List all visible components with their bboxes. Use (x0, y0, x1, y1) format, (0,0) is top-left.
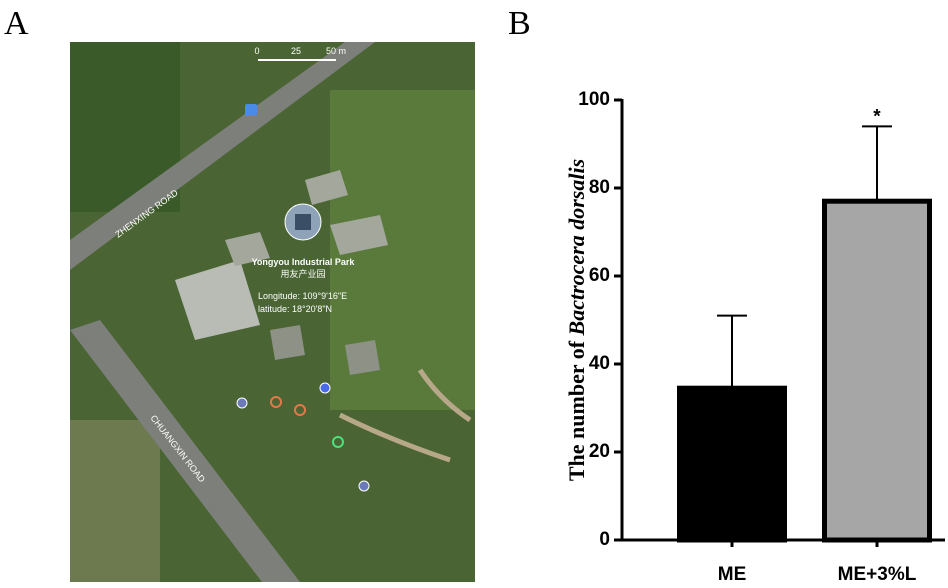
y-tick-label: 20 (589, 441, 610, 462)
icon (245, 104, 257, 116)
y-tick-label: 100 (578, 89, 610, 110)
panel-label: A (4, 5, 29, 42)
place-local-name: 用友产业园 (280, 268, 325, 279)
road (70, 42, 375, 270)
longitude: Longitude: 109°9'16"E (258, 291, 347, 301)
scale-label: 50 m (326, 46, 346, 56)
y-tick-label: 60 (589, 265, 610, 286)
building (225, 232, 270, 266)
building (175, 260, 260, 340)
y-axis-label-text: The number of (564, 340, 589, 481)
place-name: Yongyou Industrial Park (252, 257, 356, 267)
y-tick-label: 80 (589, 177, 610, 198)
pin-icon (295, 214, 311, 230)
building (305, 170, 348, 205)
y-axis-label-species: Bactrocera dorsalis (564, 159, 589, 337)
poi (236, 397, 248, 409)
field (70, 420, 160, 582)
y-tick-label: 40 (589, 353, 610, 374)
poi (294, 404, 306, 416)
bar (677, 385, 787, 543)
poi (332, 436, 344, 448)
building (345, 340, 380, 375)
poi (270, 396, 282, 408)
y-axis-label: The number of Bactrocera dorsalis (564, 159, 589, 481)
x-tick-label: ME (718, 564, 747, 585)
poi (319, 382, 331, 394)
x-tick-label: ME+3%L (838, 564, 917, 585)
scale-label: 0 (254, 46, 259, 56)
road (70, 320, 300, 582)
panel-label: B (508, 5, 531, 42)
poi (358, 480, 370, 492)
bar (822, 198, 932, 543)
map: 0 25 50 m ZHENXING ROAD CHUANGXIN ROAD Y… (70, 42, 475, 582)
path (338, 368, 472, 463)
building (330, 215, 388, 255)
y-tick-label: 0 (599, 529, 610, 550)
building (270, 325, 305, 360)
latitude: latitude: 18°20'8"N (258, 304, 332, 314)
scale-label: 25 (291, 46, 301, 56)
significance-label: * (873, 106, 881, 127)
